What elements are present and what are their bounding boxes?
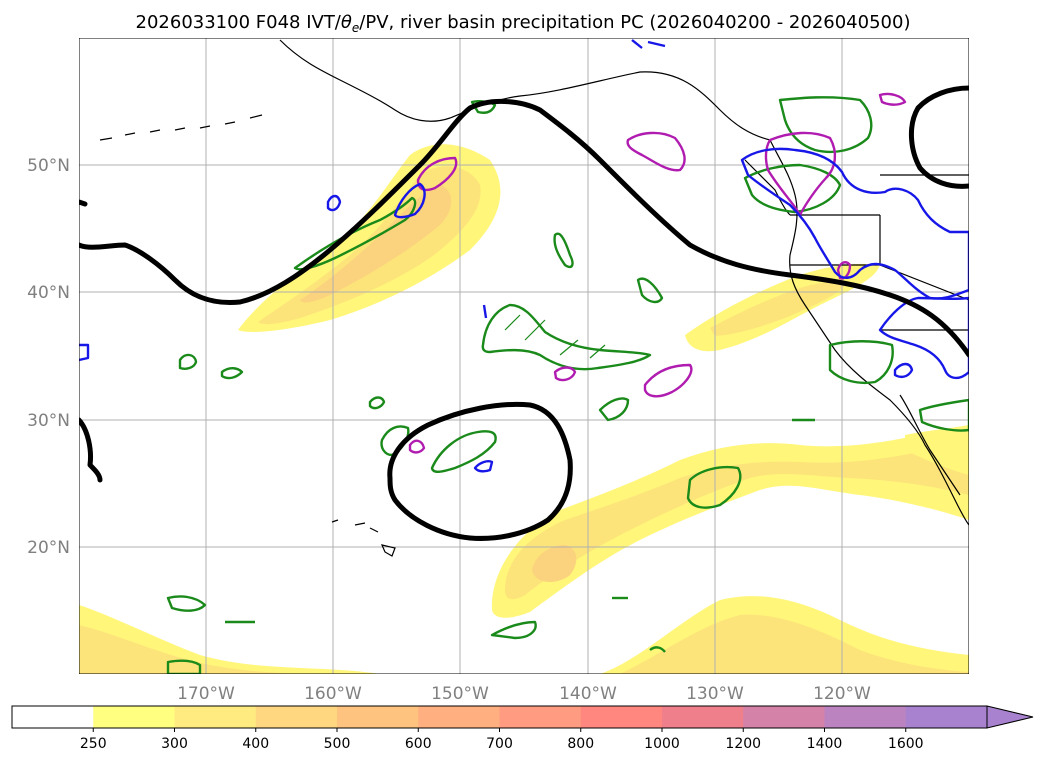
ivt-subtropical-band-core [532, 545, 577, 582]
lon-label: 150°W [431, 684, 489, 704]
colorbar-extend-arrow [986, 705, 1034, 729]
precip-green-mid [598, 397, 630, 422]
precip-green-north-pacific [553, 232, 574, 269]
gridlines [79, 38, 969, 674]
colorbar-tick-label: 250 [80, 736, 107, 752]
precip-green-south-west-2 [166, 659, 202, 674]
precip-green-south-central [490, 620, 537, 640]
pv-blue-left-edge [79, 343, 90, 362]
colorbar-segment [905, 706, 988, 728]
aleutian-islands [99, 114, 263, 141]
colorbar-segment [662, 706, 744, 728]
map-panel[interactable] [79, 38, 969, 674]
colorbar-tick-label: 1200 [725, 736, 761, 752]
hatch-subtropical [504, 314, 606, 359]
colorbar-segment [499, 706, 582, 728]
theta-e-left-edge [79, 417, 103, 483]
colorbar-tick-label: 400 [242, 736, 269, 752]
colorbar-segment [743, 706, 825, 728]
theta-e-main-contour [79, 98, 969, 358]
ivt-southern-band-mid [79, 625, 340, 674]
colorbar-tick-label: 600 [405, 736, 432, 752]
pv-blue-contours [79, 39, 969, 473]
baja-california [899, 394, 961, 496]
colorbar-tick-label: 500 [324, 736, 351, 752]
colorbar-tick-label: 300 [161, 736, 188, 752]
precip-green-contours [166, 96, 969, 674]
precip-magenta-bc [626, 131, 686, 172]
precip-green-west-small [178, 353, 198, 370]
precip-green-socal [828, 340, 894, 384]
precip-green-west-northwest [778, 96, 873, 154]
ivt-band-california-mid [710, 282, 845, 336]
lat-label: 40°N [27, 283, 70, 303]
precip-green-subtropical-north [481, 303, 652, 371]
colorbar-segment [255, 706, 338, 728]
lat-label: 30°N [27, 411, 70, 431]
precip-green-west-small-2 [220, 367, 244, 380]
british-columbia-islands [744, 159, 791, 216]
pv-blue-gulf [393, 182, 426, 219]
pv-blue-baja [893, 362, 914, 379]
precip-green-mid-small [368, 396, 386, 410]
colorbar-segment [418, 706, 500, 728]
ivt-subtropical-band-mid [505, 445, 969, 600]
lat-label: 50°N [27, 156, 70, 176]
colorbar-segment [12, 706, 94, 728]
precip-magenta-small-mid [553, 366, 577, 382]
theta-e-northeast-closed [908, 85, 969, 189]
latitude-labels: 50°N 40°N 30°N 20°N [27, 156, 70, 558]
colorbar-segment [337, 706, 419, 728]
hawaiian-islands [331, 519, 396, 557]
precip-green-n-pac-2 [636, 277, 664, 304]
figure-title: 2026033100 F048 IVT/θe/PV, river basin p… [136, 12, 911, 35]
lon-label: 120°W [813, 684, 871, 704]
pv-blue-california [878, 296, 969, 380]
colorbar-segment [824, 706, 907, 728]
longitude-labels: 170°W 160°W 150°W 140°W 130°W 120°W [177, 684, 871, 704]
lon-label: 160°W [304, 684, 362, 704]
lat-label: 20°N [27, 538, 70, 558]
colorbar-tick-label: 1600 [888, 736, 924, 752]
pv-blue-top [631, 39, 666, 49]
precip-green-gulf-of-alaska [293, 196, 417, 271]
colorbar-tick-label: 800 [567, 736, 594, 752]
colorbar-tick-label: 1400 [807, 736, 843, 752]
colorbar-tick-label: 700 [486, 736, 513, 752]
precip-green-central [430, 430, 497, 473]
precip-green-washington [743, 163, 842, 214]
precip-green-southwest [166, 595, 207, 612]
precip-magenta-north [878, 92, 907, 106]
lon-label: 170°W [177, 684, 235, 704]
precip-green-baja [918, 398, 969, 432]
lon-label: 130°W [686, 684, 744, 704]
theta-e-left-nub [79, 199, 88, 207]
colorbar-segment [580, 706, 663, 728]
theta-e-central-low [387, 401, 573, 541]
ivt-colorbar: 250 300 400 500 600 700 800 1000 1200 1400 1600 [11, 705, 1034, 752]
theta-e-contours [79, 85, 969, 541]
precip-green-east [686, 466, 742, 509]
precip-magenta-west-central [408, 439, 426, 454]
colorbar-segment [174, 706, 257, 728]
ivt-southern-band-mid-east [620, 614, 969, 674]
pv-blue-small-mid [482, 304, 488, 319]
colorbar-segment [93, 706, 175, 728]
precip-magenta-small-east [643, 363, 693, 398]
lon-label: 140°W [559, 684, 617, 704]
pv-blue-central-small [473, 460, 494, 473]
colorbar-tick-label: 1000 [644, 736, 680, 752]
precip-magenta-wa [764, 131, 837, 217]
precip-green-dash-4 [649, 646, 666, 653]
pv-blue-small-west [326, 194, 342, 212]
precip-green-gulf-small [470, 100, 497, 114]
